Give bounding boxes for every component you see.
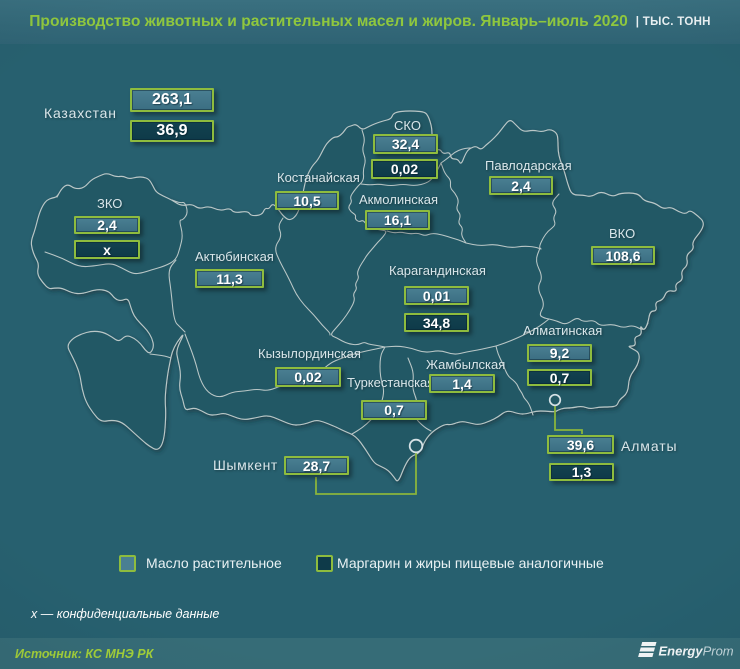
svg-text:EnergyProm: EnergyProm [659, 644, 734, 659]
